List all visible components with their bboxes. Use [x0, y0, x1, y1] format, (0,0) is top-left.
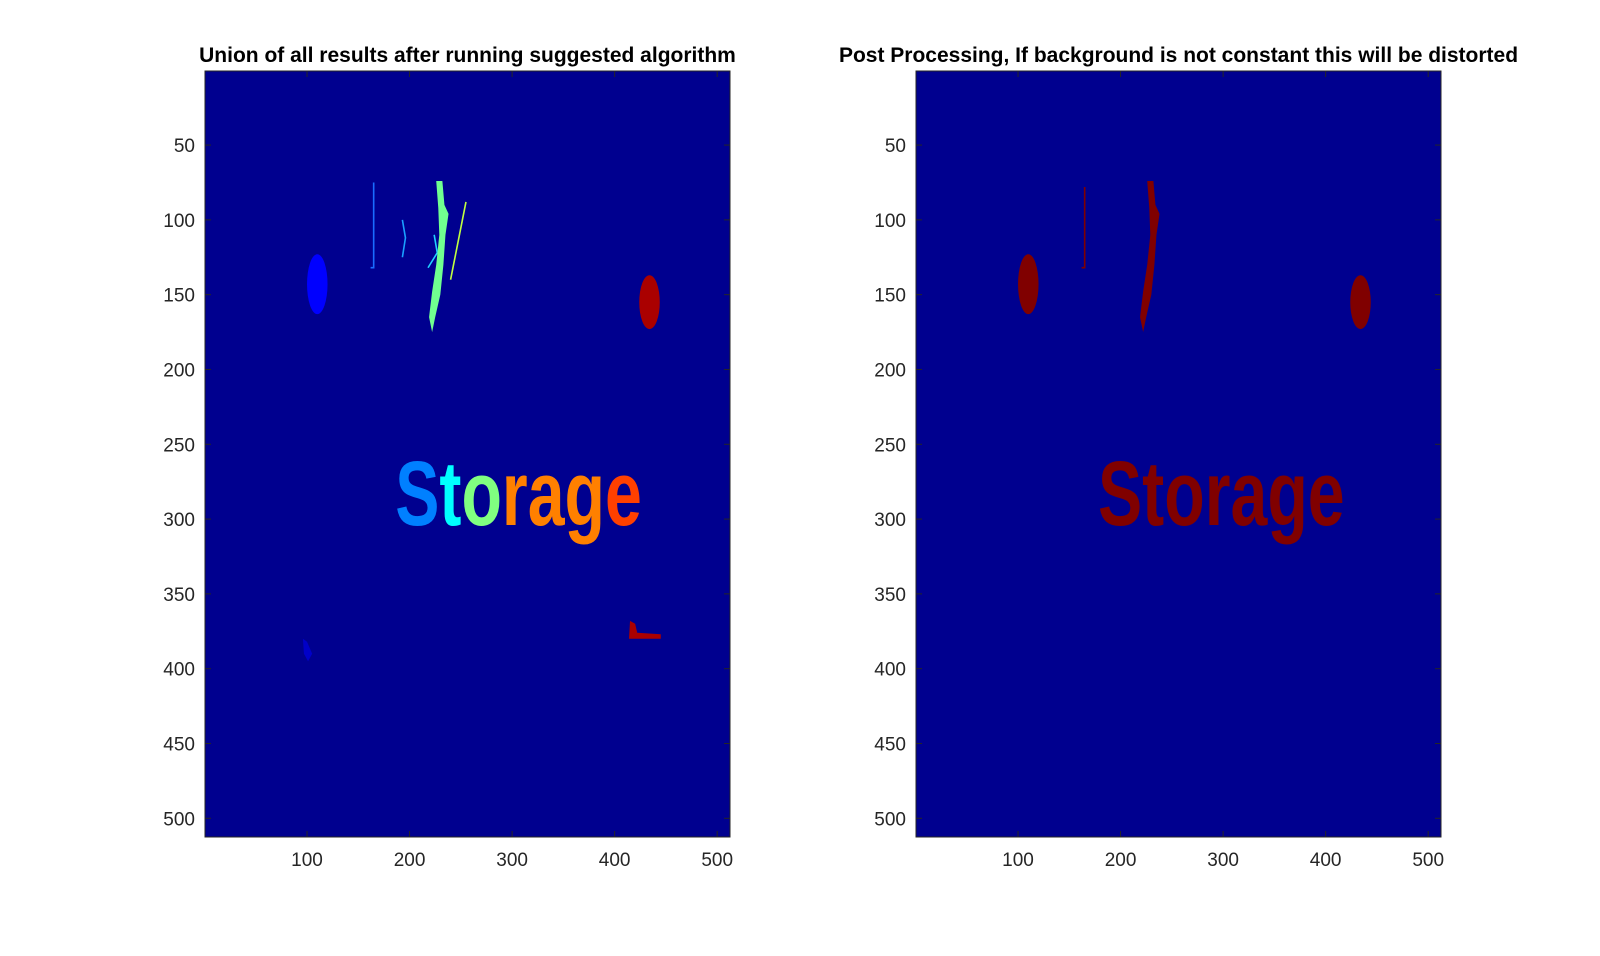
right-xtick-label-300: 300	[1207, 850, 1239, 871]
left-image-background	[205, 71, 730, 837]
left-image-panel: Union of all results after running sugge…	[163, 44, 736, 871]
left-axes-frame	[204, 70, 731, 838]
right-region-3	[1140, 180, 1160, 333]
left-xtick-label-300: 300	[496, 850, 528, 871]
left-region-1	[639, 275, 660, 330]
left-region-7	[302, 638, 313, 662]
left-storage-text: Storage	[395, 441, 642, 544]
right-panel-title: Post Processing, If background is not co…	[839, 44, 1518, 67]
right-image-panel: Post Processing, If background is not co…	[839, 44, 1518, 871]
right-xtick-label-100: 100	[1002, 850, 1034, 871]
right-ytick-label-50: 50	[885, 136, 906, 157]
left-region-2	[370, 182, 375, 269]
left-region-8	[628, 620, 661, 639]
left-ytick-label-350: 350	[163, 585, 195, 606]
left-xtick-label-400: 400	[599, 850, 631, 871]
left-ytick-label-500: 500	[163, 809, 195, 830]
right-axes-frame	[915, 70, 1442, 838]
left-panel-title: Union of all results after running sugge…	[199, 44, 736, 67]
right-ytick-label-200: 200	[874, 360, 906, 381]
right-ytick-label-350: 350	[874, 585, 906, 606]
right-image-background	[916, 71, 1441, 837]
right-region-1	[1350, 275, 1371, 330]
right-xtick-label-500: 500	[1412, 850, 1444, 871]
right-ytick-label-150: 150	[874, 286, 906, 307]
left-ytick-label-400: 400	[163, 660, 195, 681]
left-ytick-label-50: 50	[174, 136, 195, 157]
right-xtick-label-400: 400	[1310, 850, 1342, 871]
left-xtick-label-500: 500	[701, 850, 733, 871]
left-ytick-label-150: 150	[163, 286, 195, 307]
right-ytick-label-500: 500	[874, 809, 906, 830]
left-ytick-label-200: 200	[163, 360, 195, 381]
right-ytick-label-450: 450	[874, 734, 906, 755]
right-ytick-label-400: 400	[874, 660, 906, 681]
left-xtick-label-100: 100	[291, 850, 323, 871]
left-region-6	[449, 201, 467, 280]
right-ytick-label-250: 250	[874, 435, 906, 456]
right-storage-text: Storage	[1098, 441, 1345, 544]
left-xtick-label-200: 200	[394, 850, 426, 871]
right-ytick-label-100: 100	[874, 211, 906, 232]
left-ytick-label-300: 300	[163, 510, 195, 531]
left-ytick-label-450: 450	[163, 734, 195, 755]
left-region-0	[307, 254, 328, 315]
left-region-5	[429, 180, 449, 333]
left-ytick-label-250: 250	[163, 435, 195, 456]
right-ytick-label-300: 300	[874, 510, 906, 531]
left-region-3	[401, 219, 407, 258]
right-region-2	[1081, 186, 1086, 269]
left-region-4	[427, 234, 439, 269]
left-ytick-label-100: 100	[163, 211, 195, 232]
right-xtick-label-200: 200	[1105, 850, 1137, 871]
right-region-0	[1018, 254, 1039, 315]
